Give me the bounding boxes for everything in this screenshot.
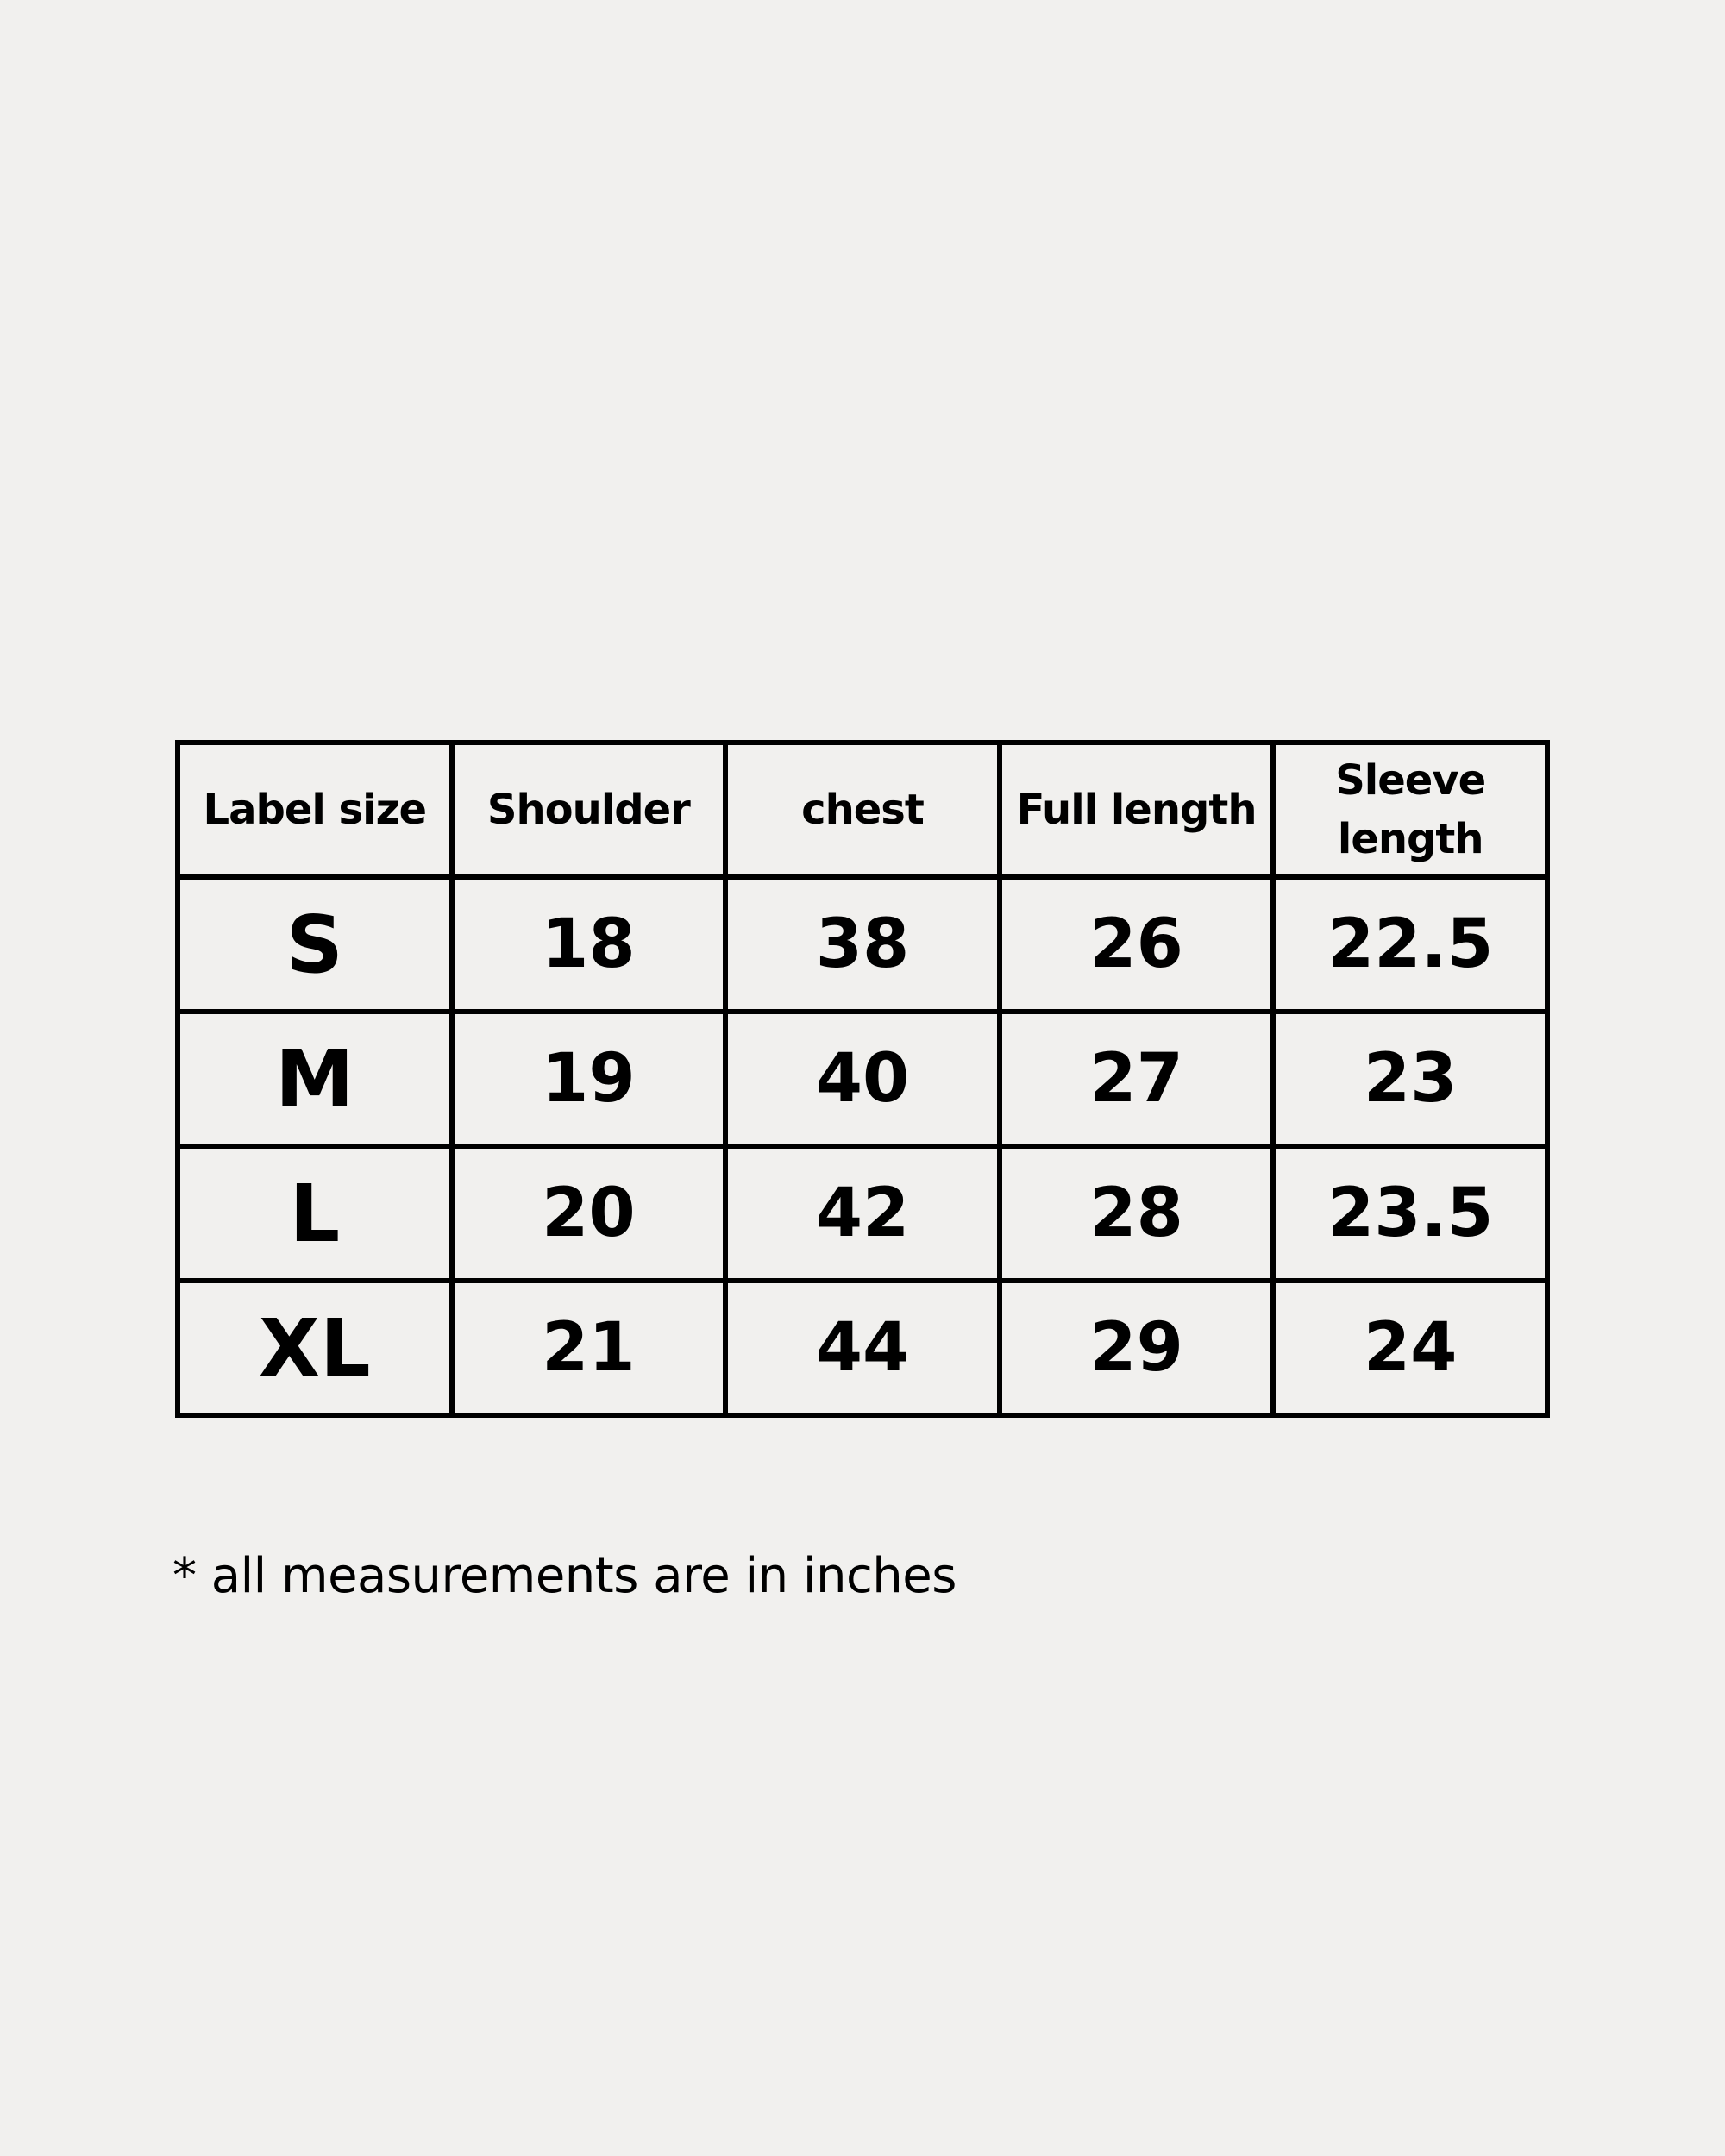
chest-cell: 44 [723,1278,1002,1418]
measurement-footnote: * all measurements are in inches [172,1548,957,1604]
size-cell: M [175,1009,455,1149]
size-chart-table: Label size Shoulder chest Full length Sl… [175,740,1550,1418]
full-length-cell: 27 [996,1009,1276,1149]
chest-cell: 42 [723,1144,1002,1283]
chest-cell: 40 [723,1009,1002,1149]
header-sleeve-length: Sleeve length [1270,740,1550,880]
header-full-length: Full length [996,740,1276,880]
table-row: S 18 38 26 22.5 [175,874,1550,1014]
full-length-cell: 26 [996,874,1276,1014]
header-shoulder: Shoulder [448,740,729,880]
table-row: L 20 42 28 23.5 [175,1144,1550,1283]
size-cell: L [175,1144,455,1283]
chest-cell: 38 [723,874,1002,1014]
size-cell: S [175,874,455,1014]
sleeve-length-cell: 24 [1270,1278,1550,1418]
table-row: XL 21 44 29 24 [175,1278,1550,1418]
full-length-cell: 28 [996,1144,1276,1283]
sleeve-length-cell: 23 [1270,1009,1550,1149]
shoulder-cell: 19 [448,1009,729,1149]
sleeve-length-cell: 22.5 [1270,874,1550,1014]
header-chest: chest [723,740,1002,880]
sleeve-length-cell: 23.5 [1270,1144,1550,1283]
full-length-cell: 29 [996,1278,1276,1418]
header-row: Label size Shoulder chest Full length Sl… [175,740,1550,880]
table-row: M 19 40 27 23 [175,1009,1550,1149]
size-cell: XL [175,1278,455,1418]
header-label-size: Label size [175,740,455,880]
shoulder-cell: 20 [448,1144,729,1283]
shoulder-cell: 18 [448,874,729,1014]
shoulder-cell: 21 [448,1278,729,1418]
